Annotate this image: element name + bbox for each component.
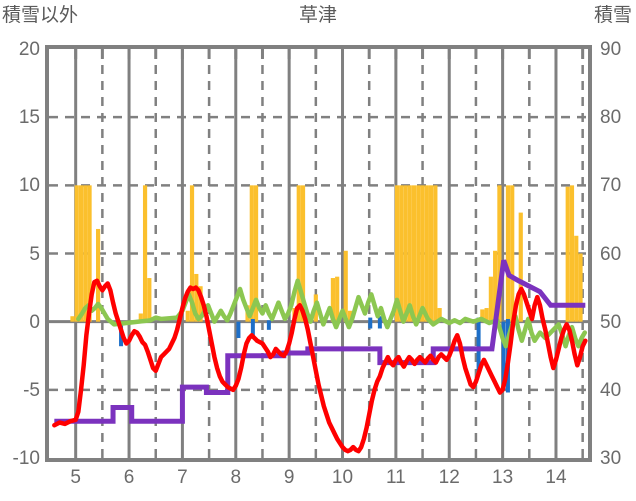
x-axis-tick: 12: [438, 467, 460, 488]
right-axis-tick: 80: [600, 107, 622, 129]
x-axis-tick: 6: [123, 467, 135, 488]
x-axis-tick: 13: [492, 467, 514, 488]
green-line: [76, 278, 588, 349]
left-axis-tick: 15: [18, 107, 40, 129]
left-axis-title: 積雪以外: [2, 5, 79, 26]
page-title: 草津: [298, 5, 337, 26]
snow-bars: [70, 185, 583, 322]
x-axis-tick: 11: [386, 467, 406, 488]
x-axis-tick: 10: [331, 467, 354, 488]
right-axis-title: 積雪: [593, 5, 632, 26]
left-axis-tick: -10: [12, 448, 40, 469]
right-axis-tick: 40: [600, 379, 622, 401]
x-axis-tick: 7: [177, 467, 188, 488]
x-axis-tick: 14: [545, 467, 567, 488]
right-axis-tick: 30: [600, 448, 622, 469]
red-line: [52, 278, 588, 454]
left-axis-tick: 0: [29, 311, 40, 333]
right-axis-tick: 70: [600, 175, 622, 197]
x-axis-tick: 8: [230, 467, 242, 488]
right-axis-tick: 50: [600, 311, 622, 333]
left-axis-tick: 5: [29, 243, 40, 265]
left-axis-tick: 10: [18, 175, 40, 197]
right-axis-tick: 60: [600, 243, 622, 265]
purple-line: [54, 259, 586, 424]
left-axis-tick: -5: [23, 379, 40, 401]
right-axis-tick: 90: [600, 39, 622, 60]
x-axis-tick: 9: [283, 467, 295, 488]
plot-canvas: [49, 49, 588, 458]
x-axis-tick: 5: [70, 467, 81, 488]
left-axis-tick: 20: [18, 39, 40, 60]
